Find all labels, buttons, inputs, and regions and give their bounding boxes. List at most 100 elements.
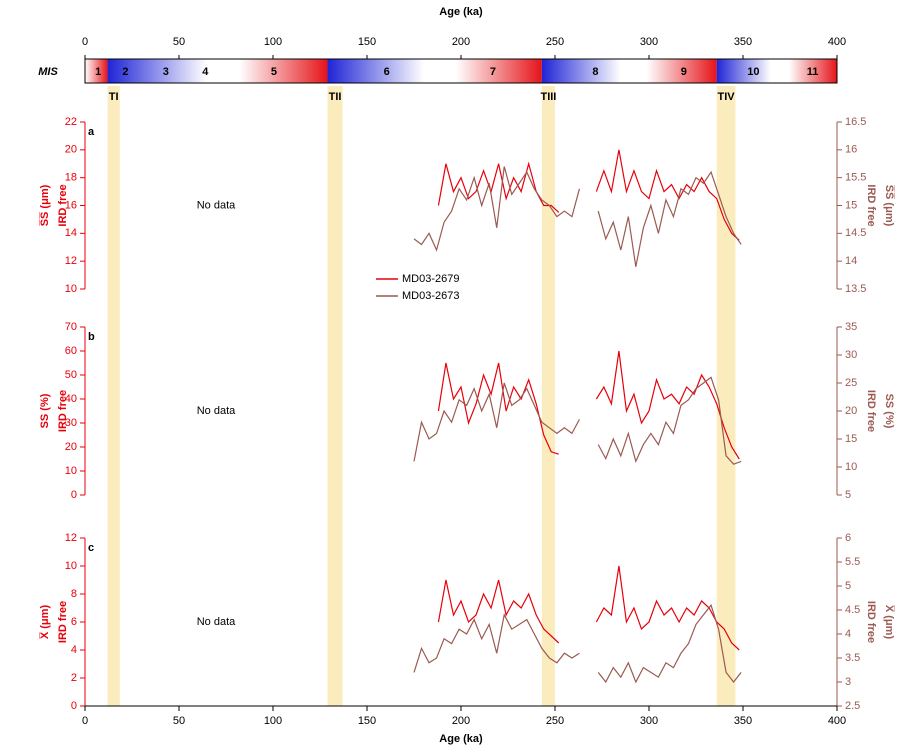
- y2-axis-title: SS (%): [883, 394, 895, 429]
- y-tick-label: 18: [65, 172, 77, 184]
- y-tick-label: 2: [71, 672, 77, 684]
- y2-tick-label: 5.5: [845, 556, 860, 568]
- x-tick-label: 350: [734, 36, 752, 48]
- y-tick-label: 10: [65, 465, 77, 477]
- y-tick-label: 14: [65, 227, 77, 239]
- mis-frame: [84, 58, 838, 84]
- y2-tick-label: 14: [845, 255, 857, 267]
- mis-stage-label: 9: [681, 66, 687, 78]
- y-tick-label: 16: [65, 199, 77, 211]
- y2-tick-label: 16.5: [845, 116, 866, 128]
- termination-band: [541, 86, 555, 706]
- x-tick-label: 250: [546, 715, 564, 727]
- x-tick-label: 400: [828, 715, 846, 727]
- series-line: [437, 565, 740, 651]
- y2-tick-label: 3: [845, 676, 851, 688]
- series-line: [413, 166, 742, 267]
- y-tick-label: 10: [65, 560, 77, 572]
- termination-band: [107, 86, 120, 706]
- y2-tick-label: 25: [845, 377, 857, 389]
- y-tick-label: 10: [65, 283, 77, 295]
- y-axis-title: SS (%): [39, 393, 51, 428]
- y2-tick-label: 5: [845, 580, 851, 592]
- series-line: [437, 149, 740, 241]
- mis-segment: [327, 59, 542, 83]
- y2-tick-label: 35: [845, 321, 857, 333]
- mis-stage-label: 5: [271, 66, 277, 78]
- legend-label: MD03-2673: [402, 290, 459, 302]
- x-tick-label: 200: [452, 36, 470, 48]
- x-tick-label: 100: [264, 36, 282, 48]
- x-tick-label: 100: [264, 715, 282, 727]
- x-tick-label: 0: [82, 36, 88, 48]
- y-tick-label: 6: [71, 616, 77, 628]
- y2-tick-label: 5: [845, 489, 851, 501]
- termination-label: TI: [109, 91, 119, 103]
- panel-label: c: [88, 542, 94, 554]
- y2-tick-label: 16: [845, 144, 857, 156]
- annotation: No data: [197, 199, 236, 211]
- y-tick-label: 0: [71, 700, 77, 712]
- x-axis-title: Age (ka): [439, 733, 483, 745]
- y-tick-label: 50: [65, 369, 77, 381]
- y-tick-label: 4: [71, 644, 77, 656]
- mis-stage-label: 11: [807, 66, 819, 78]
- x-tick-label: 350: [734, 715, 752, 727]
- y-tick-label: 12: [65, 532, 77, 544]
- series-line: [413, 376, 742, 465]
- y-tick-label: 60: [65, 345, 77, 357]
- mis-stage-label: 4: [202, 66, 209, 78]
- termination-label: TIII: [540, 91, 556, 103]
- series-line: [413, 603, 742, 684]
- y-tick-label: 20: [65, 441, 77, 453]
- mis-stage-label: 1: [95, 66, 101, 78]
- termination-band: [327, 86, 343, 706]
- annotation: No data: [197, 616, 236, 628]
- y2-axis-title: IRD free: [865, 390, 877, 432]
- y2-tick-label: 15: [845, 199, 857, 211]
- termination-label: TII: [329, 91, 342, 103]
- y-tick-label: 30: [65, 417, 77, 429]
- mis-segment: [107, 59, 328, 83]
- panel-label: b: [88, 331, 95, 343]
- y2-tick-label: 20: [845, 405, 857, 417]
- x-tick-label: 50: [173, 36, 185, 48]
- y2-tick-label: 4: [845, 628, 851, 640]
- y2-tick-label: 6: [845, 532, 851, 544]
- x-tick-label: 50: [173, 715, 185, 727]
- y-axis-title: S̅S̅ (μm): [39, 184, 51, 226]
- x-tick-label: 150: [358, 715, 376, 727]
- y2-axis-title: X̅ (μm): [883, 605, 895, 640]
- y-tick-label: 20: [65, 144, 77, 156]
- mis-stage-label: 3: [163, 66, 169, 78]
- y-axis-title: X̅ (μm): [39, 605, 51, 640]
- y2-tick-label: 4.5: [845, 604, 860, 616]
- mis-segment: [85, 59, 108, 83]
- y2-tick-label: 10: [845, 461, 857, 473]
- mis-stage-label: 10: [747, 66, 759, 78]
- x-tick-label: 300: [640, 715, 658, 727]
- annotation: No data: [197, 405, 236, 417]
- termination-label: TIV: [718, 91, 736, 103]
- legend-label: MD03-2679: [402, 273, 459, 285]
- mis-stage-label: 7: [490, 66, 496, 78]
- y-tick-label: 70: [65, 321, 77, 333]
- y2-axis-title: S̅S̅ (μm): [883, 184, 895, 226]
- x-tick-label: 400: [828, 36, 846, 48]
- mis-segment: [541, 59, 717, 83]
- mis-segment: [716, 59, 837, 83]
- y-axis-title: IRD free: [57, 390, 69, 432]
- x-tick-label: 300: [640, 36, 658, 48]
- y2-tick-label: 30: [845, 349, 857, 361]
- y2-axis-title: IRD free: [865, 601, 877, 643]
- mis-stage-label: 6: [384, 66, 390, 78]
- x-tick-label: 250: [546, 36, 564, 48]
- y2-tick-label: 15.5: [845, 172, 866, 184]
- x-tick-label: 200: [452, 715, 470, 727]
- mis-stage-label: 2: [122, 66, 128, 78]
- y-tick-label: 12: [65, 255, 77, 267]
- y-axis-title: IRD free: [57, 601, 69, 643]
- mis-stage-label: 8: [592, 66, 598, 78]
- mis-label: MIS: [38, 66, 58, 78]
- panel-label: a: [88, 126, 95, 138]
